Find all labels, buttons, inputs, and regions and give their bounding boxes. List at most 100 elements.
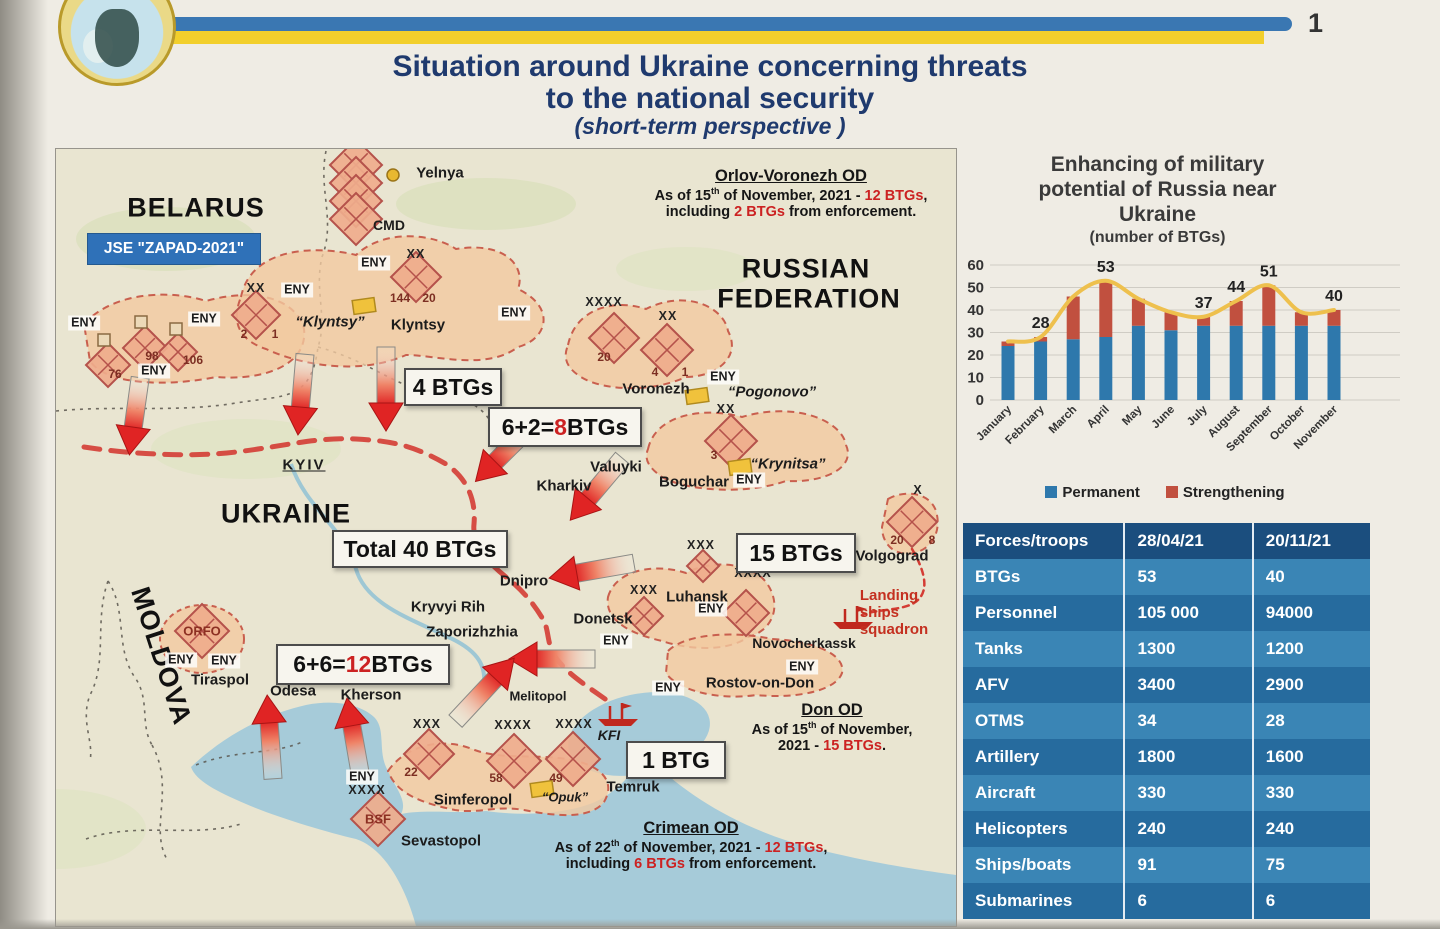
bar-strengthening [1066, 296, 1080, 340]
table-header-cell: Forces/troops [963, 523, 1125, 559]
emblem-owl [95, 9, 139, 67]
unit-number-label: 2 [240, 327, 248, 341]
btg-square-marker [134, 315, 148, 329]
place-label: “Pogonovo” [727, 383, 817, 401]
unit-diamond-marker [623, 595, 665, 637]
place-label: Voronezh [622, 380, 690, 398]
btg-callout-box: 15 BTGs [736, 533, 856, 573]
place-label: Sevastopol [400, 832, 482, 850]
bar-permanent [1229, 325, 1243, 400]
jse-zapad-badge: JSE "ZAPAD-2021" [87, 233, 261, 265]
operational-direction-note: Don OD As of 15th of November, 2021 - 15 B… [752, 701, 913, 754]
bar-permanent [1099, 337, 1113, 400]
echelon-label: XX [658, 309, 678, 323]
flag-stripe-yellow [152, 31, 1264, 44]
enemy-eny-tag: ENY [358, 255, 390, 271]
slide-title-line2: to the national security [545, 82, 875, 115]
table-row-value: 105 000 [1123, 595, 1253, 631]
place-label: Volgograd [855, 547, 929, 565]
slide-title-line1: Situation around Ukraine concerning thre… [392, 50, 1028, 83]
place-label: Kharkiv [536, 477, 592, 495]
place-label: Kherson [340, 686, 402, 704]
bar-strengthening [1197, 316, 1211, 326]
unit-diamond-marker [230, 289, 282, 341]
od-note-text: th [610, 838, 620, 848]
training-area-marker [529, 779, 555, 799]
forces-table: Forces/troops 28/04/21 20/11/21 BTGs 53 40 Per… [963, 523, 1370, 919]
unit-diamond-marker [84, 341, 132, 389]
flag-stripe-blue [152, 17, 1292, 31]
table-row-value: 94000 [1251, 595, 1370, 631]
y-tick-label: 50 [967, 280, 984, 297]
unit-number-label: 20 [422, 291, 436, 305]
btg-callout-box: 6+2= 8 BTGs [488, 407, 642, 447]
bar-strengthening [1131, 298, 1145, 326]
advance-arrow [334, 697, 371, 781]
place-label: Tiraspol [190, 671, 250, 689]
enemy-eny-tag: ENY [733, 472, 765, 488]
enemy-eny-tag: ENY [208, 653, 240, 669]
callout-text: 15 BTGs [749, 539, 843, 566]
data-point-label: 37 [1195, 295, 1213, 312]
legend-item: Permanent [1045, 484, 1140, 501]
table-row-label: Submarines [963, 883, 1125, 919]
table-row-value: 53 [1123, 559, 1253, 595]
table-row-label: BTGs [963, 559, 1125, 595]
table-row-value: 240 [1123, 811, 1253, 847]
advance-arrow [569, 451, 630, 521]
chart-title-line: Ukraine [1118, 203, 1197, 226]
legend-item: Strengthening [1165, 484, 1285, 501]
ship-icon [833, 606, 873, 629]
enemy-eny-tag: ENY [68, 315, 100, 331]
unit-number-label: 22 [404, 765, 418, 779]
bar-strengthening [1001, 341, 1015, 346]
echelon-label: XXXX [348, 783, 386, 797]
echelon-label: XXXX [585, 295, 623, 309]
enemy-eny-tag: ENY [600, 633, 632, 649]
table-row-value: 1600 [1251, 739, 1370, 775]
callout-text: BTGs [566, 413, 629, 440]
table-row: Submarines 6 6 [963, 883, 1370, 919]
od-note-line: including 6 BTGs from enforcement. [555, 856, 828, 872]
callout-text: 4 BTGs [412, 373, 494, 400]
table-row-label: Helicopters [963, 811, 1125, 847]
table-row-value: 91 [1123, 847, 1253, 883]
advance-arrow [508, 641, 596, 677]
callout-text: 8 [554, 413, 567, 440]
od-note-text: , [823, 839, 828, 856]
chart-title-line: Enhancing of military [1050, 153, 1265, 176]
table-row-value: 2900 [1251, 667, 1370, 703]
unit-diamond-marker [587, 311, 641, 365]
bar-strengthening [1262, 285, 1276, 326]
table-row-value: 1800 [1123, 739, 1253, 775]
legend-swatch [1165, 486, 1178, 498]
table-header-row: Forces/troops 28/04/21 20/11/21 [963, 523, 1370, 559]
situation-map: JSE "ZAPAD-2021" BELARUS RUSSIAN FEDERATION… [55, 148, 957, 927]
table-row-value: 6 [1251, 883, 1370, 919]
country-label: RUSSIAN [741, 253, 871, 284]
unit-number-label: 1 [271, 327, 279, 341]
advance-arrow [548, 553, 637, 591]
legend-swatch [1045, 486, 1058, 498]
table-row: Aircraft 330 330 [963, 775, 1370, 811]
table-row-label: Artillery [963, 739, 1125, 775]
table-row: Helicopters 240 240 [963, 811, 1370, 847]
bar-permanent [1294, 325, 1308, 400]
table-row: BTGs 53 40 [963, 559, 1370, 595]
bar-permanent [1327, 325, 1341, 400]
place-label: Novocherkassk [752, 635, 856, 651]
table-header-cell: 28/04/21 [1123, 523, 1253, 559]
landing-squadron-line: squadron [859, 621, 929, 638]
place-label: BSF [365, 811, 391, 827]
od-note-text: , [923, 187, 928, 204]
unit-diamond-marker [885, 495, 939, 549]
unit-diamond-marker [685, 548, 721, 584]
bar-strengthening [1099, 280, 1113, 337]
unit-diamond-marker [389, 250, 443, 304]
callout-text: 1 BTG [642, 746, 710, 773]
table-row-value: 330 [1123, 775, 1253, 811]
table-row: AFV 3400 2900 [963, 667, 1370, 703]
od-note-line: 2021 - 15 BTGs. [752, 738, 913, 754]
data-point-label: 53 [1097, 259, 1115, 276]
bar-permanent [1001, 346, 1015, 400]
